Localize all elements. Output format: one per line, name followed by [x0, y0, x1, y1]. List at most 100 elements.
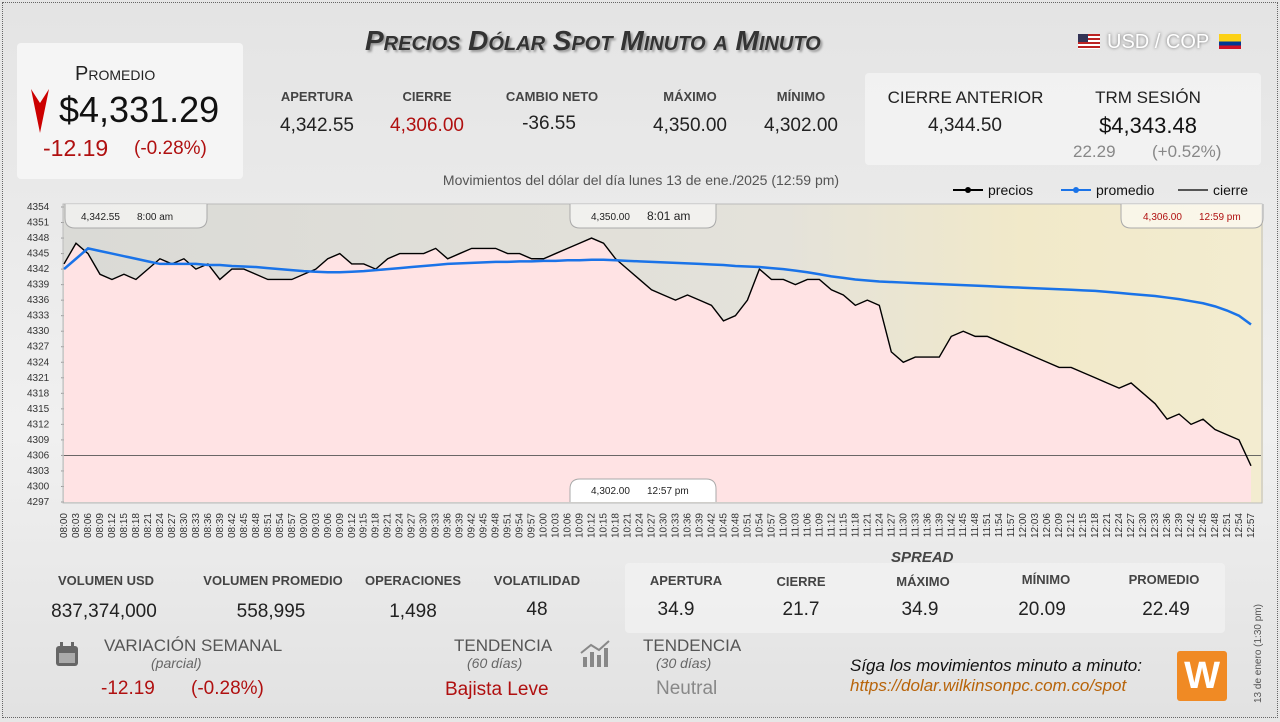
y-tick-label: 4351	[27, 218, 50, 229]
x-tick-label: 09:21	[383, 513, 394, 538]
series-line	[63, 237, 1252, 467]
timestamp: 13 de enero (1:30 pm)	[1253, 604, 1264, 703]
x-tick-label: 09:18	[371, 513, 382, 538]
x-tick-label: 12:42	[1186, 513, 1197, 538]
x-tick-label: 09:15	[359, 513, 370, 538]
price-area	[64, 238, 1251, 503]
x-tick-label: 08:51	[263, 513, 274, 538]
x-tick-label: 12:51	[1222, 513, 1233, 538]
x-tick-label: 10:24	[635, 513, 646, 538]
flag-co	[1219, 34, 1241, 49]
stat-label: CAMBIO NETO	[505, 89, 599, 104]
x-tick-label: 08:57	[287, 513, 298, 538]
spread-value: 20.09	[1018, 599, 1066, 620]
spread-value: 34.9	[901, 599, 939, 620]
x-tick-label: 10:54	[754, 513, 765, 538]
x-tick-label: 10:27	[647, 513, 658, 538]
bottom-label: VOLATILIDAD	[493, 573, 581, 588]
x-tick-label: 10:33	[670, 513, 681, 538]
y-tick-label: 4318	[27, 388, 50, 399]
spread-box	[625, 563, 1225, 633]
x-tick-label: 08:21	[143, 513, 154, 538]
y-tick-label: 4312	[27, 419, 50, 430]
annotation-time: 8:00 am	[137, 212, 173, 223]
stat-label: MÍNIMO	[776, 89, 826, 104]
down-arrow	[31, 89, 49, 133]
x-tick-label: 10:03	[551, 513, 562, 538]
x-tick-label: 12:33	[1150, 513, 1161, 538]
annotation-time: 8:01 am	[647, 209, 690, 223]
trend60-note: (60 días)	[467, 655, 523, 671]
trm-value: $4,343.48	[1099, 113, 1197, 138]
x-tick-label: 09:51	[503, 513, 514, 538]
promedio-change: -12.19	[43, 135, 109, 161]
x-tick-label: 12:36	[1162, 513, 1173, 538]
y-tick-label: 4300	[27, 481, 50, 492]
x-tick-label: 09:39	[455, 513, 466, 538]
annotation-price: 4,306.00	[1143, 212, 1182, 223]
x-tick-label: 09:24	[395, 513, 406, 538]
bottom-value: 558,995	[236, 601, 306, 622]
x-tick-label: 09:06	[323, 513, 334, 538]
bottom-label: OPERACIONES	[364, 573, 462, 588]
x-tick-label: 09:36	[443, 513, 454, 538]
logo: W	[1177, 651, 1227, 701]
previous-label: CIERRE ANTERIOR	[887, 88, 1044, 107]
x-tick-label: 08:03	[71, 513, 82, 538]
x-tick-label: 08:15	[119, 513, 130, 538]
annotation-price: 4,342.55	[81, 212, 120, 223]
y-tick-label: 4336	[27, 295, 50, 306]
trm-label: TRM SESIÓN	[1095, 88, 1201, 107]
x-tick-label: 11:45	[958, 513, 969, 538]
pair: USD / COP	[1107, 31, 1210, 53]
x-tick-label: 08:42	[227, 513, 238, 538]
y-tick-label: 4342	[27, 264, 50, 275]
x-tick-label: 08:48	[251, 513, 262, 538]
x-tick-label: 12:30	[1138, 513, 1149, 538]
x-tick-label: 12:57	[1246, 513, 1257, 538]
x-tick-label: 11:18	[850, 513, 861, 538]
title: Precios Dólar Spot Minuto a Minuto	[365, 25, 821, 56]
spread-title: SPREAD	[891, 549, 954, 566]
y-tick-label: 4339	[27, 280, 50, 291]
x-tick-label: 08:06	[83, 513, 94, 538]
stat-value: 4,350.00	[653, 115, 727, 136]
spread-label: PROMEDIO	[1128, 572, 1200, 587]
x-tick-label: 12:06	[1042, 513, 1053, 538]
bottom-label: VOLUMEN PROMEDIO	[203, 573, 343, 588]
x-tick-label: 10:09	[575, 513, 586, 538]
x-tick-label: 08:54	[275, 513, 286, 538]
x-tick-label: 09:54	[515, 513, 526, 538]
y-tick-label: 4303	[27, 466, 50, 477]
promedio-value: $4,331.29	[59, 89, 220, 130]
x-tick-label: 10:30	[658, 513, 669, 538]
x-tick-label: 08:30	[179, 513, 190, 538]
x-tick-label: 08:36	[203, 513, 214, 538]
x-tick-label: 08:00	[59, 513, 70, 538]
x-tick-label: 09:45	[479, 513, 490, 538]
x-tick-label: 12:18	[1090, 513, 1101, 538]
x-tick-label: 12:03	[1030, 513, 1041, 538]
annotation-time: 12:57 pm	[647, 486, 689, 497]
x-tick-label: 11:30	[898, 513, 909, 538]
trend60-value: Bajista Leve	[445, 679, 549, 700]
x-tick-label: 08:33	[191, 513, 202, 538]
x-tick-label: 10:45	[718, 513, 729, 538]
stat-label: CIERRE	[402, 89, 452, 104]
stat-value: 4,342.55	[280, 115, 354, 136]
x-tick-label: 11:51	[982, 513, 993, 538]
calendar-icon	[56, 642, 78, 666]
spread-value: 34.9	[657, 599, 695, 620]
annotation-box	[1120, 204, 1264, 229]
y-tick-label: 4306	[27, 450, 50, 461]
footer-url[interactable]: https://dolar.wilkinsonpc.com.co/spot	[850, 676, 1127, 695]
x-tick-label: 12:24	[1114, 513, 1125, 538]
x-tick-label: 12:00	[1018, 513, 1029, 538]
y-tick-label: 4354	[27, 202, 50, 213]
x-tick-label: 10:57	[766, 513, 777, 538]
spread-value: 22.49	[1142, 599, 1190, 620]
annotation-price: 4,350.00	[591, 212, 630, 223]
annotation-box	[569, 478, 717, 502]
legend-label: promedio	[1096, 182, 1155, 198]
